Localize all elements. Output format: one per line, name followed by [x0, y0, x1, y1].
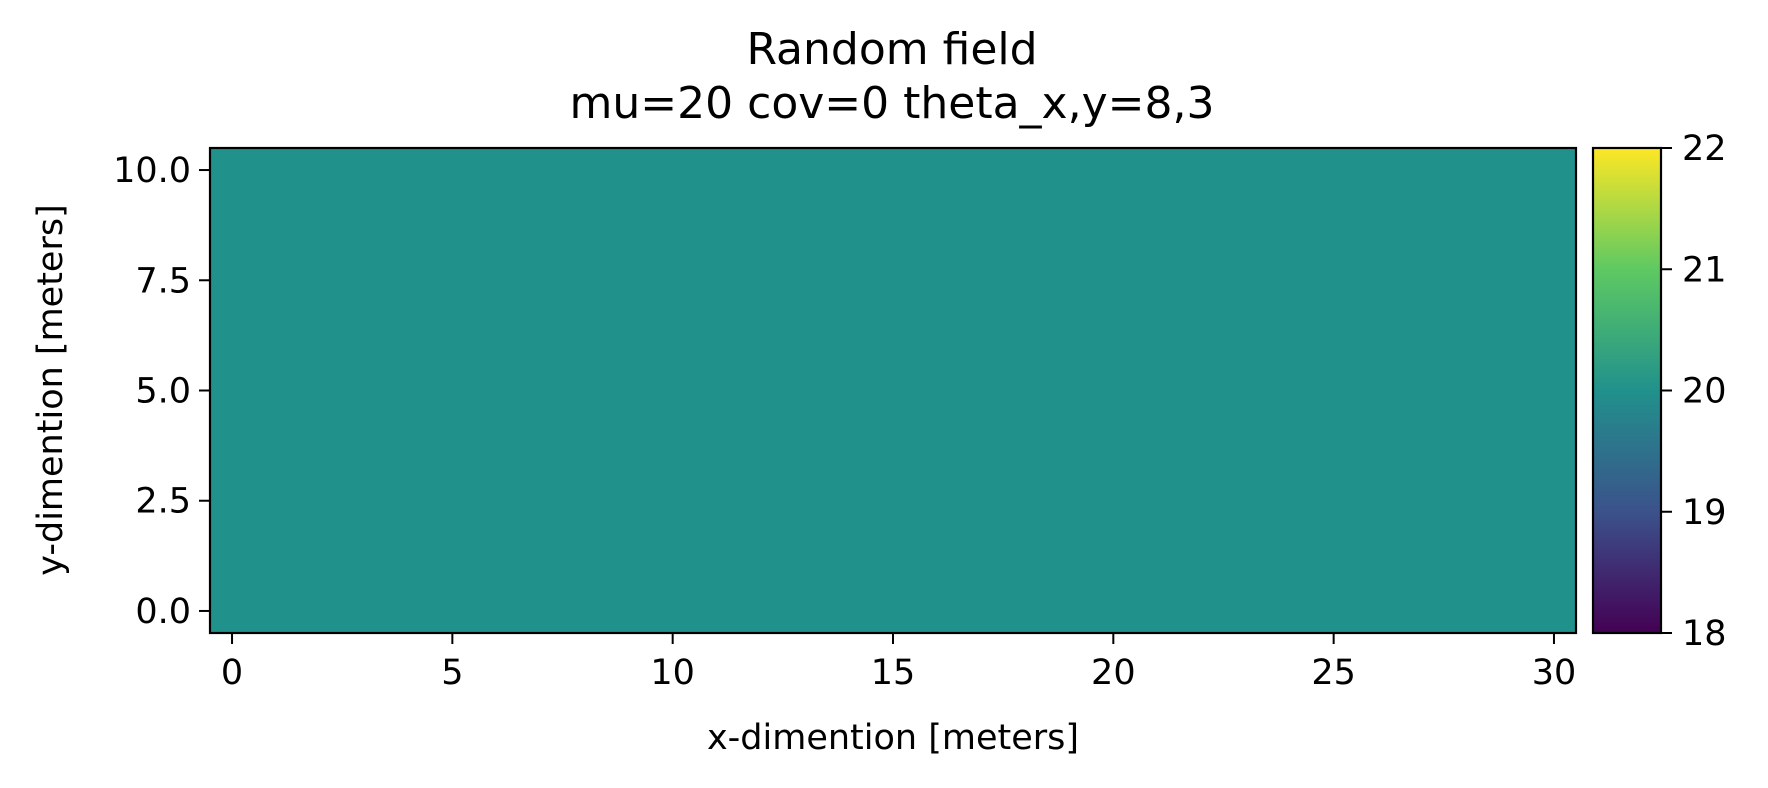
x-tick-label: 20	[1091, 653, 1136, 693]
x-tick-label: 30	[1532, 653, 1577, 693]
x-axis-ticks: 0 5 10 15 20 25 30	[221, 633, 1576, 693]
x-tick-label: 0	[221, 653, 243, 693]
y-tick-label: 2.5	[135, 482, 191, 522]
chart-subtitle: mu=20 cov=0 theta_x,y=8,3	[570, 78, 1215, 129]
colorbar-tick-label: 22	[1682, 129, 1727, 169]
x-tick-label: 15	[871, 653, 916, 693]
colorbar-tick-label: 20	[1682, 372, 1727, 412]
colorbar-ticks: 18 19 20 21 22	[1661, 129, 1727, 654]
x-tick-label: 10	[650, 653, 695, 693]
chart-title: Random field	[746, 24, 1037, 75]
y-axis-label: y-dimention [meters]	[31, 204, 71, 575]
colorbar-tick-label: 21	[1682, 250, 1727, 290]
y-tick-label: 5.0	[135, 372, 191, 412]
y-tick-label: 0.0	[135, 592, 191, 632]
x-tick-label: 25	[1311, 653, 1356, 693]
y-axis-ticks: 0.0 2.5 5.0 7.5 10.0	[113, 151, 210, 632]
x-tick-label: 5	[441, 653, 463, 693]
colorbar-tick-label: 19	[1682, 493, 1727, 533]
colorbar-tick-label: 18	[1682, 614, 1727, 654]
y-tick-label: 7.5	[135, 261, 191, 301]
heatmap-field	[210, 148, 1576, 633]
x-axis-label: x-dimention [meters]	[707, 718, 1079, 758]
y-tick-label: 10.0	[113, 151, 191, 191]
colorbar	[1593, 148, 1661, 633]
